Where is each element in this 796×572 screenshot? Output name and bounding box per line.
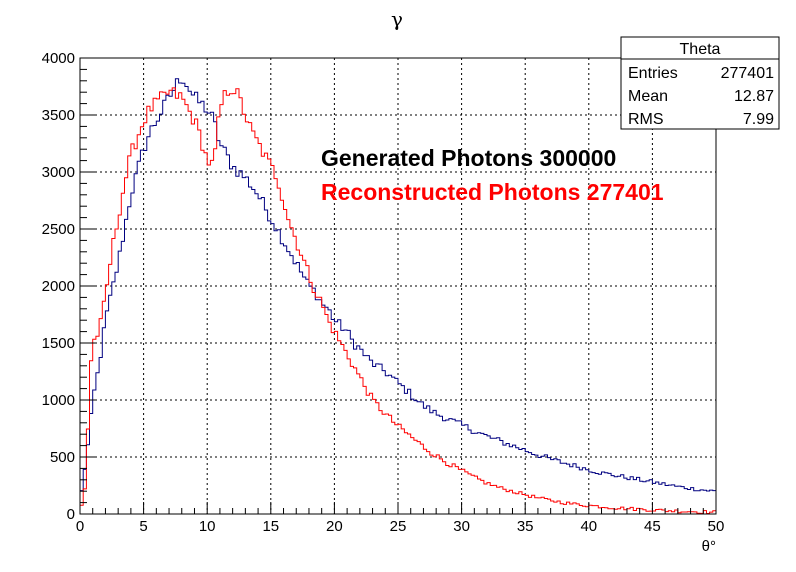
x-tick-label: 40 <box>580 518 597 535</box>
stats-box-frame <box>620 36 780 130</box>
x-tick-label: 25 <box>390 518 407 535</box>
stats-mean-value: 12.87 <box>734 88 774 105</box>
stats-rms-label: RMS <box>628 111 664 128</box>
y-tick-label: 500 <box>50 449 75 466</box>
stats-entries-value: 277401 <box>721 65 774 82</box>
x-tick-label: 15 <box>262 518 279 535</box>
y-tick-label: 3000 <box>42 164 75 181</box>
stats-mean-label: Mean <box>628 88 668 105</box>
x-tick-labels: 0 5 10 15 20 25 30 35 40 45 50 <box>76 518 725 535</box>
series-reconstructed-line <box>79 87 716 514</box>
y-tick-label: 2000 <box>42 278 75 295</box>
x-axis-label: θ° <box>702 538 716 555</box>
x-tick-label: 50 <box>708 518 725 535</box>
series-group <box>79 78 716 514</box>
x-tick-label: 20 <box>326 518 343 535</box>
stats-entries-label: Entries <box>628 65 678 82</box>
series-generated-line <box>79 78 716 514</box>
stats-box: Theta Entries 277401 Mean 12.87 RMS 7.99 <box>620 36 780 130</box>
x-tick-label: 35 <box>517 518 534 535</box>
axis-ticks <box>79 57 717 515</box>
x-tick-label: 5 <box>139 518 147 535</box>
chart-title: γ <box>391 7 403 31</box>
x-tick-label: 45 <box>644 518 661 535</box>
y-tick-label: 2500 <box>42 221 75 238</box>
stats-box-title: Theta <box>680 41 721 58</box>
y-tick-labels: 0 500 1000 1500 2000 2500 3000 3500 4000 <box>42 50 75 523</box>
y-tick-label: 3500 <box>42 107 75 124</box>
annotation-generated: Generated Photons 300000 <box>321 145 616 171</box>
grid <box>80 58 716 514</box>
y-tick-label: 1500 <box>42 335 75 352</box>
y-tick-label: 1000 <box>42 392 75 409</box>
x-tick-label: 0 <box>76 518 84 535</box>
y-tick-label: 0 <box>67 506 75 523</box>
x-tick-label: 10 <box>199 518 216 535</box>
y-tick-label: 4000 <box>42 50 75 67</box>
x-tick-label: 30 <box>453 518 470 535</box>
annotation-reconstructed: Reconstructed Photons 277401 <box>321 179 664 205</box>
stats-rms-value: 7.99 <box>743 111 774 128</box>
